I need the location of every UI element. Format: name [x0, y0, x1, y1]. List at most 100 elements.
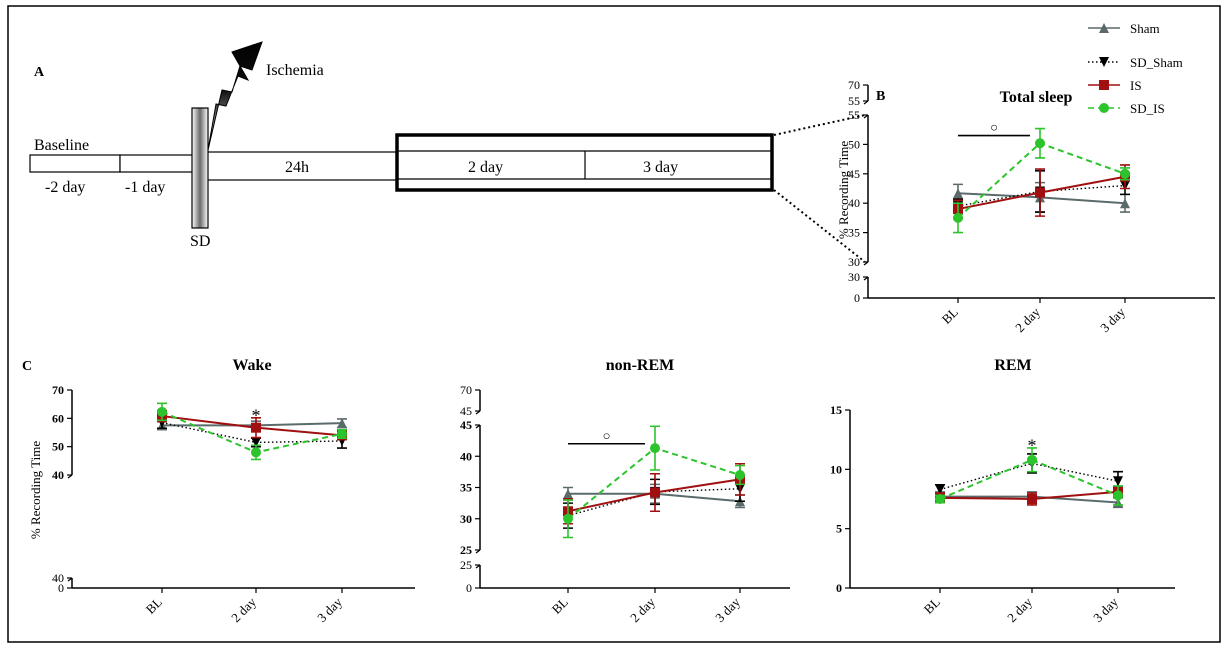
zoom-line-top	[773, 114, 866, 136]
series-sd-is	[157, 402, 347, 461]
x-tick-label-2-day: 2 day	[1012, 304, 1043, 335]
total-sleep-chart: Total sleep B % Recording Time 30 35 40 45 50 55…	[836, 78, 1215, 335]
data-point-2-day	[650, 443, 660, 454]
chart-title: Wake	[232, 357, 271, 374]
y-tick-label: 0	[466, 581, 472, 595]
y-tick-label: 60	[52, 411, 64, 425]
data-point-2-day	[251, 437, 261, 448]
data-point-3-day	[1113, 490, 1123, 501]
x-tick-label-bl: BL	[939, 304, 961, 326]
data-point-3-day	[735, 470, 745, 480]
ischemia-bolt-icon	[207, 41, 263, 151]
series-sd-is	[563, 425, 745, 539]
legend-item-sd-sham: SD_Sham	[1088, 55, 1183, 70]
legend-item-sham: Sham	[1088, 21, 1160, 36]
legend-label: SD_IS	[1130, 101, 1165, 116]
y-tick-label: 0	[854, 291, 860, 305]
x-tick-label-3-day: 3 day	[1097, 304, 1128, 335]
panel-label-a: A	[34, 65, 45, 80]
panel-label-b: B	[876, 89, 885, 104]
y-tick-label: 30	[460, 512, 472, 526]
legend-item-is: IS	[1088, 78, 1142, 93]
legend-marker	[1099, 57, 1109, 67]
series-line	[939, 462, 1119, 491]
legend-label: Sham	[1130, 21, 1160, 36]
x-tick-label-3-day: 3 day	[1090, 594, 1121, 625]
data-point-bl	[563, 488, 573, 499]
zoom-line-bottom	[773, 189, 866, 263]
data-point-bl	[157, 406, 167, 417]
x-tick-label-2-day: 2 day	[228, 594, 259, 625]
y-tick-label: 50	[848, 137, 860, 151]
segment-2day-label: 2 day	[468, 159, 503, 176]
y-tick-label: 30	[848, 270, 860, 284]
segment-24h-box	[204, 151, 398, 181]
legend-marker	[1099, 80, 1109, 90]
panel-label-c: C	[22, 359, 32, 374]
y-tick-label: 40	[52, 571, 64, 585]
data-point-3-day	[1120, 168, 1130, 179]
chart-title: REM	[994, 357, 1031, 374]
y-tick-label: 40	[848, 196, 860, 210]
series-sd-is	[935, 447, 1123, 506]
data-point-2-day	[1027, 454, 1037, 465]
y-tick-label: 35	[460, 481, 472, 495]
data-point-bl	[953, 212, 963, 223]
segment-minus2-box	[29, 154, 121, 173]
ischemia-label: Ischemia	[266, 62, 324, 79]
data-point-3-day	[337, 418, 347, 429]
legend-item-sd-is: SD_IS	[1088, 101, 1165, 116]
legend-label: SD_Sham	[1130, 55, 1183, 70]
y-tick-label: 50	[52, 440, 64, 454]
y-tick-label: 35	[848, 226, 860, 240]
data-point-3-day	[337, 428, 347, 439]
y-tick-label: 0	[836, 581, 842, 595]
baseline-label: Baseline	[34, 137, 89, 154]
legend-label: IS	[1130, 78, 1142, 93]
data-point-bl	[935, 494, 945, 504]
series-line	[939, 458, 1119, 500]
x-tick-label-bl: BL	[921, 594, 943, 616]
axis-break-mark	[67, 474, 73, 582]
legend-marker	[1099, 103, 1109, 113]
x-tick-label-3-day: 3 day	[314, 594, 345, 625]
x-tick-label-3-day: 3 day	[712, 594, 743, 625]
y-tick-label: 5	[836, 522, 842, 536]
sd-bar	[191, 107, 209, 229]
y-tick-label: 55	[848, 108, 860, 122]
series-line	[957, 184, 1126, 207]
y-tick-label: 70	[848, 78, 860, 92]
segment-minus1-box	[119, 154, 196, 173]
y-tick-label: 40	[52, 468, 64, 482]
chart-title: Total sleep	[1000, 89, 1073, 106]
data-point-bl	[563, 513, 573, 524]
y-tick-label: 30	[848, 255, 860, 269]
x-tick-label-bl: BL	[549, 594, 571, 616]
data-point-2-day	[1035, 138, 1045, 149]
y-tick-label: 10	[830, 462, 842, 476]
y-tick-label: 15	[830, 403, 842, 417]
data-point-bl	[935, 484, 945, 495]
y-tick-label: 25	[460, 543, 472, 557]
data-point-2-day	[650, 487, 660, 498]
significance-marker: ○	[990, 120, 998, 135]
segment-24h-label: 24h	[285, 159, 309, 176]
y-axis-label: % Recording Time	[836, 141, 851, 239]
sd-label: SD	[190, 233, 210, 250]
y-tick-label: 40	[460, 449, 472, 463]
y-tick-label: 45	[848, 167, 860, 181]
non-rem-chart: non-REM 25 30 35 40 45 0 25 70 45 BL 2 day 3 day ○	[460, 357, 790, 625]
y-tick-label: 45	[460, 404, 472, 418]
y-tick-label: 70	[460, 383, 472, 397]
x-tick-label-2-day: 2 day	[1004, 594, 1035, 625]
segment-minus1-label: -1 day	[125, 179, 165, 196]
data-point-bl	[953, 188, 963, 199]
y-tick-label: 25	[460, 558, 472, 572]
segment-3day-label: 3 day	[643, 159, 678, 176]
data-point-2-day	[251, 422, 261, 433]
figure-frame	[7, 5, 1221, 643]
significance-marker: *	[1028, 436, 1037, 456]
legend: Sham SD_Sham IS SD_IS	[1088, 21, 1183, 116]
data-point-2-day	[1027, 494, 1037, 504]
